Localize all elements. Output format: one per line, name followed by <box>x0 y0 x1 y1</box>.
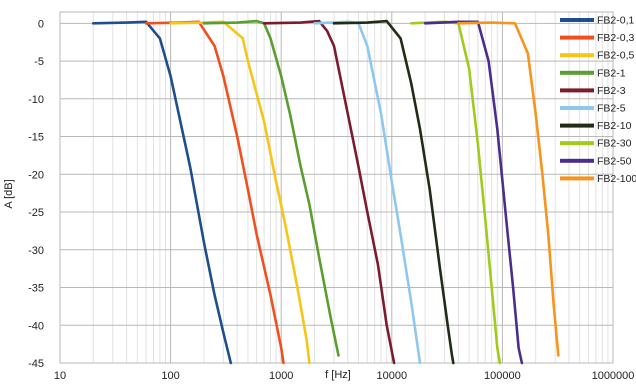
legend-swatch <box>560 70 594 75</box>
y-tick-label: 0 <box>38 18 44 30</box>
y-tick-label: -40 <box>28 320 44 332</box>
legend-label: FB2-0,1 <box>597 15 635 27</box>
legend-swatch <box>560 123 594 128</box>
x-tick-labels: 10 100 1000 10000 100000 1000000 <box>54 370 635 382</box>
legend-swatch <box>560 106 594 110</box>
legend-label: FB2-100 <box>597 173 636 185</box>
x-tick-label: 100000 <box>484 370 521 382</box>
x-tick-label: 1000000 <box>592 370 635 382</box>
legend-swatch <box>560 18 594 22</box>
y-tick-label: -5 <box>34 56 44 68</box>
grid <box>59 11 614 364</box>
x-tick-label: 10000 <box>377 370 408 382</box>
legend-swatch <box>560 88 594 93</box>
series-line <box>202 19 340 357</box>
legend-label: FB2-5 <box>597 103 626 115</box>
legend: FB2-0,1 FB2-0,3 FB2-0,5 FB2-1 FB2-3 FB2-5 FB2-… <box>560 15 636 185</box>
legend-label: FB2-10 <box>597 120 632 132</box>
legend-swatch <box>560 158 594 163</box>
legend-swatch <box>560 141 594 146</box>
x-axis-label: f [Hz] <box>325 369 351 381</box>
y-tick-label: -20 <box>28 169 44 181</box>
legend-label: FB2-0,3 <box>597 32 635 44</box>
y-tick-label: -25 <box>28 207 44 219</box>
y-tick-label: -10 <box>28 94 44 106</box>
series-line <box>262 19 396 365</box>
series-line <box>457 21 560 357</box>
legend-label: FB2-1 <box>597 67 626 79</box>
y-tick-label: -30 <box>28 245 44 257</box>
x-tick-label: 10 <box>54 370 66 382</box>
series-line <box>332 19 455 365</box>
legend-label: FB2-3 <box>597 85 626 97</box>
y-tick-labels: 0 -5 -10 -15 -20 -25 -30 -35 -40 -45 <box>28 18 44 370</box>
series-line <box>92 20 233 365</box>
legend-label: FB2-50 <box>597 155 632 167</box>
legend-label: FB2-0,5 <box>597 50 635 62</box>
plot-border <box>59 11 614 364</box>
legend-swatch <box>560 35 594 40</box>
legend-label: FB2-30 <box>597 138 632 150</box>
series-lines <box>92 19 560 365</box>
x-tick-label: 100 <box>161 370 179 382</box>
y-tick-label: -45 <box>28 358 44 370</box>
legend-swatch <box>560 176 594 181</box>
y-axis-label: A [dB] <box>3 179 15 208</box>
legend-swatch <box>560 53 594 58</box>
series-line <box>423 20 524 365</box>
x-tick-label: 1000 <box>269 370 293 382</box>
y-tick-label: -35 <box>28 283 44 295</box>
y-tick-label: -15 <box>28 132 44 144</box>
